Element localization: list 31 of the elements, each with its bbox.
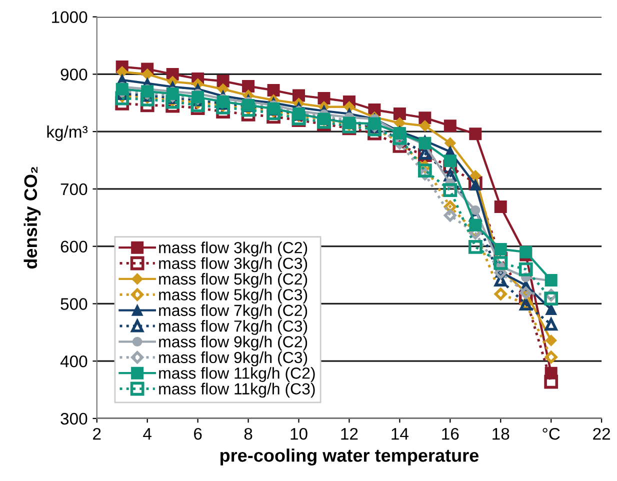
x-tick-label: 10 [290, 428, 308, 440]
legend-label: mass flow 11kg/h (C3) [159, 382, 315, 398]
legend-label: mass flow 11kg/h (C2) [159, 367, 315, 382]
legend-label: mass flow 5kg/h (C3) [159, 288, 308, 304]
y-tick-label: 400 [60, 355, 88, 368]
x-tick-label: 2 [93, 428, 101, 440]
x-tick-label: 8 [244, 428, 252, 440]
x-axis-title: pre-cooling water temperature [220, 448, 479, 466]
y-tick-label: 500 [60, 298, 88, 310]
y-tick-label: 300 [60, 412, 88, 425]
y-tick-label: 900 [60, 68, 88, 80]
x-tick-label: 16 [442, 428, 459, 440]
y-tick-label: 700 [60, 183, 88, 196]
legend-label: mass flow 7kg/h (C3) [159, 320, 308, 335]
legend-label: mass flow 9kg/h (C2) [159, 336, 308, 351]
legend-label: mass flow 3kg/h (C3) [159, 257, 308, 272]
x-tick-label: 14 [392, 428, 408, 440]
y-tick-label: 600 [60, 240, 88, 253]
legend-label: mass flow 7kg/h (C2) [159, 304, 308, 320]
x-tick-label: 12 [341, 428, 358, 440]
x-tick-label: °C [542, 428, 560, 440]
x-tick-label: 4 [143, 428, 152, 440]
legend-label: mass flow 5kg/h (C2) [159, 272, 308, 288]
legend-label: mass flow 3kg/h (C2) [159, 242, 308, 256]
x-tick-label: 6 [194, 428, 202, 440]
y-tick-label: 1000 [52, 11, 88, 24]
y-tick-label: kg/m³ [47, 126, 88, 142]
x-tick-label: 18 [492, 428, 510, 440]
legend-label: mass flow 9kg/h (C3) [159, 351, 308, 366]
x-tick-label: 22 [593, 428, 610, 440]
y-axis-title: density CO₂ [24, 166, 41, 269]
